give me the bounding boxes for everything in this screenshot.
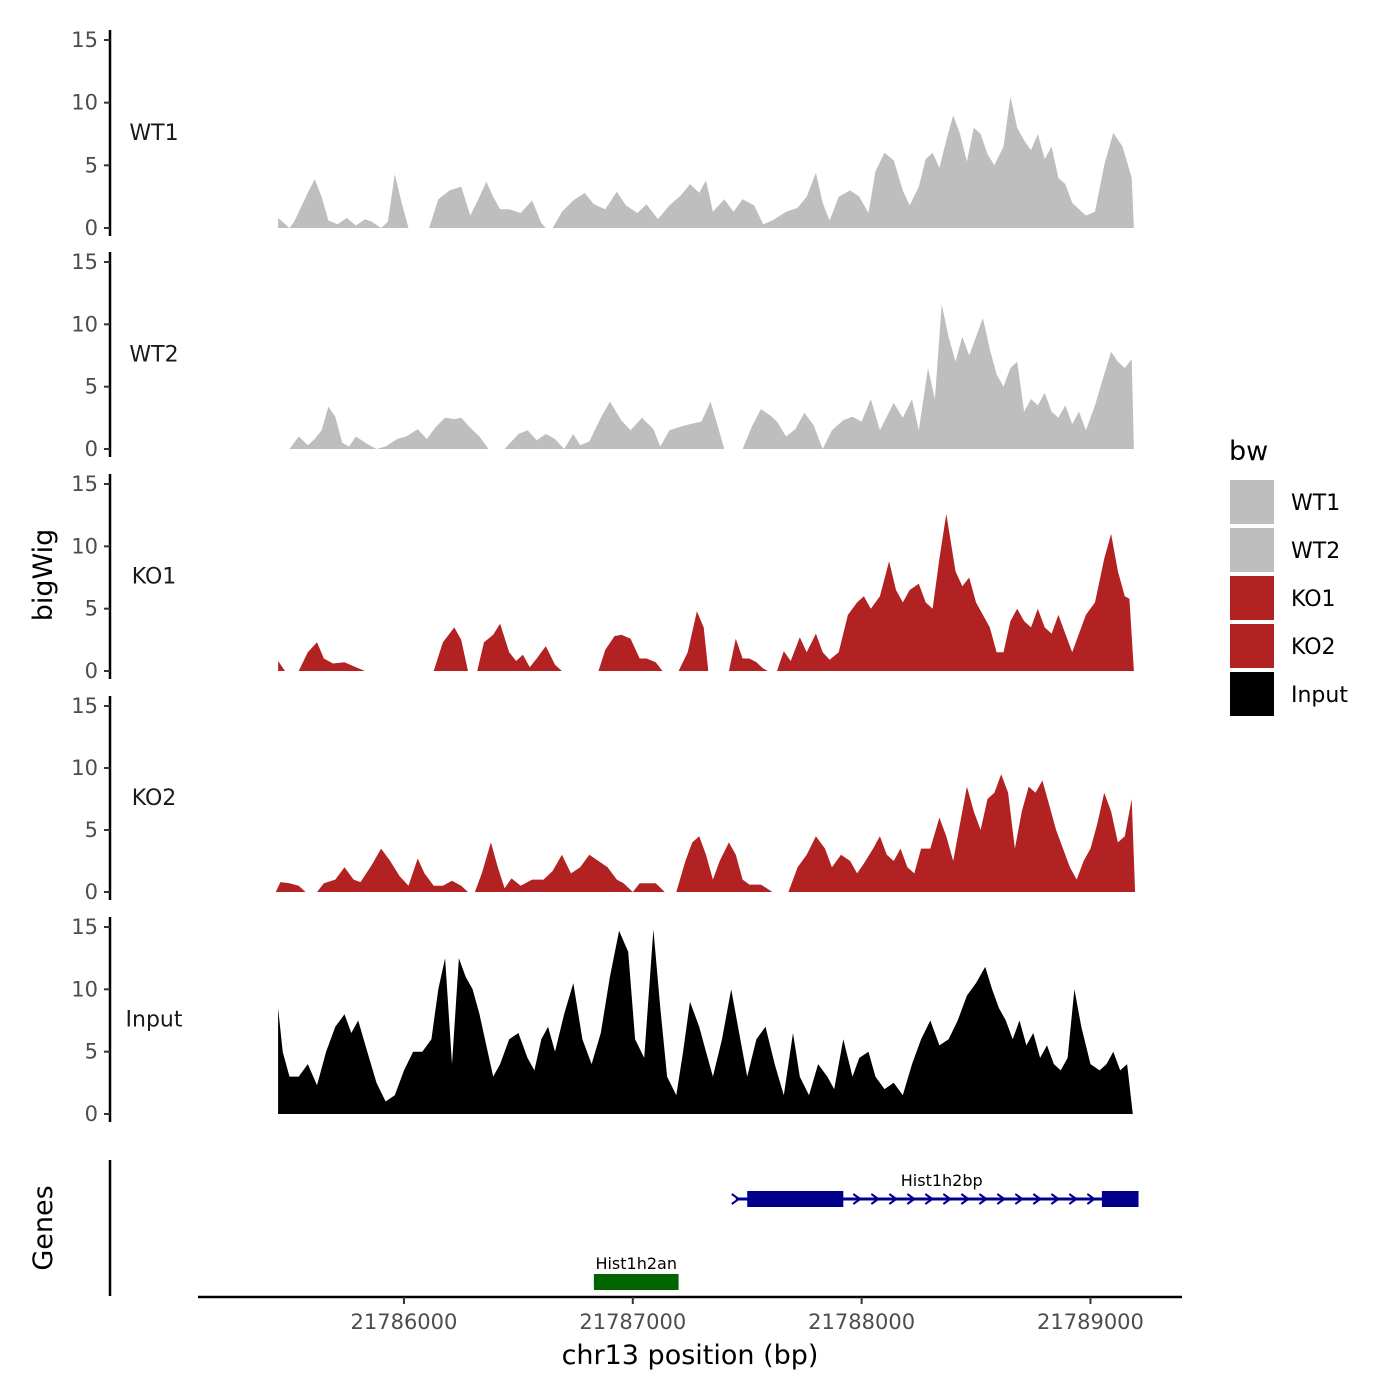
- area-ko2: [275, 774, 1136, 892]
- y-tick-label: 15: [71, 250, 98, 274]
- x-axis-title: chr13 position (bp): [562, 1340, 819, 1371]
- legend-swatch: [1230, 528, 1274, 572]
- legend-entry-wt1: WT1: [1230, 480, 1340, 524]
- strand-arrow: [978, 1193, 989, 1205]
- strand-arrow: [1068, 1193, 1079, 1205]
- y-tick-label: 10: [71, 312, 98, 336]
- y-tick-label: 0: [85, 659, 98, 683]
- legend-swatch: [1230, 624, 1274, 668]
- y-tick-label: 5: [85, 597, 98, 621]
- genes-track-label: Genes: [28, 1185, 59, 1270]
- y-axis-title: bigWig: [28, 529, 59, 622]
- y-tick-label: 15: [71, 694, 98, 718]
- y-tick-label: 0: [85, 1102, 98, 1126]
- legend-label: KO1: [1291, 587, 1336, 612]
- area-wt2: [289, 304, 1134, 449]
- y-tick-label: 10: [71, 756, 98, 780]
- strand-arrow: [924, 1193, 935, 1205]
- y-tick-label: 5: [85, 1040, 98, 1064]
- y-tick-label: 5: [85, 818, 98, 842]
- x-tick-label: 21789000: [1037, 1310, 1144, 1334]
- y-tick-label: 10: [71, 977, 98, 1001]
- y-tick-label: 15: [71, 915, 98, 939]
- strand-arrow: [942, 1193, 953, 1205]
- gene-label: Hist1h2bp: [901, 1171, 983, 1190]
- legend-swatch: [1230, 576, 1274, 620]
- strand-arrow: [1014, 1193, 1025, 1205]
- area-ko1: [278, 513, 1134, 671]
- y-tick-label: 0: [85, 437, 98, 461]
- legend: bw WT1 WT2 KO1 KO2 Input: [1229, 436, 1348, 716]
- y-tick-label: 0: [85, 216, 98, 240]
- genes-track: Genes Hist1h2bp Hist1h2an: [28, 1160, 1139, 1296]
- strand-arrow: [852, 1193, 863, 1205]
- y-tick-label: 10: [71, 534, 98, 558]
- legend-label: WT2: [1291, 539, 1340, 564]
- legend-title: bw: [1229, 436, 1268, 467]
- y-tick-label: 5: [85, 153, 98, 177]
- strand-arrow: [1050, 1193, 1061, 1205]
- y-tick-label: 15: [71, 28, 98, 52]
- legend-entry-wt2: WT2: [1230, 528, 1340, 572]
- gene-exon: [593, 1274, 679, 1290]
- gene-hist1h2bp: Hist1h2bp: [731, 1171, 1139, 1207]
- x-axis: 21786000 21787000 21788000 21789000 chr13 po…: [198, 1295, 1182, 1371]
- legend-entry-ko1: KO1: [1230, 576, 1336, 620]
- strand-arrow: [996, 1193, 1007, 1205]
- y-tick-label: 0: [85, 880, 98, 904]
- strand-arrow: [960, 1193, 971, 1205]
- legend-label: Input: [1291, 683, 1348, 708]
- area-input: [278, 929, 1133, 1114]
- y-tick-label: 15: [71, 472, 98, 496]
- x-tick-label: 21787000: [579, 1310, 686, 1334]
- legend-swatch: [1230, 672, 1274, 716]
- area-wt1: [278, 96, 1134, 229]
- strand-arrow: [870, 1193, 881, 1205]
- track-label: WT1: [129, 121, 178, 146]
- strand-arrow: [906, 1193, 917, 1205]
- track-ko2: 0 5 10 15 KO2: [71, 694, 1136, 904]
- gene-exon: [1101, 1191, 1139, 1207]
- track-wt1: 0 5 10 15 WT1: [71, 28, 1134, 240]
- x-tick-label: 21786000: [351, 1310, 458, 1334]
- legend-label: KO2: [1291, 635, 1336, 660]
- x-tick-label: 21788000: [808, 1310, 915, 1334]
- legend-swatch: [1230, 480, 1274, 524]
- legend-label: WT1: [1291, 491, 1340, 516]
- strand-arrow: [1032, 1193, 1043, 1205]
- legend-entry-ko2: KO2: [1230, 624, 1336, 668]
- y-tick-label: 10: [71, 91, 98, 115]
- track-input: 0 5 10 15 Input: [71, 915, 1133, 1126]
- legend-entry-input: Input: [1230, 672, 1348, 716]
- track-ko1: 0 5 10 15 KO1: [71, 472, 1134, 683]
- track-wt2: 0 5 10 15 WT2: [71, 250, 1134, 461]
- gene-exon: [747, 1191, 844, 1207]
- strand-arrow: [731, 1193, 741, 1205]
- y-tick-label: 5: [85, 375, 98, 399]
- track-label: KO2: [132, 786, 177, 811]
- track-label: KO1: [132, 565, 177, 590]
- track-label: Input: [126, 1008, 183, 1033]
- gene-hist1h2an: Hist1h2an: [593, 1254, 679, 1290]
- strand-arrow: [1086, 1193, 1097, 1205]
- gene-label: Hist1h2an: [595, 1254, 677, 1273]
- strand-arrow: [888, 1193, 899, 1205]
- track-label: WT2: [129, 343, 178, 368]
